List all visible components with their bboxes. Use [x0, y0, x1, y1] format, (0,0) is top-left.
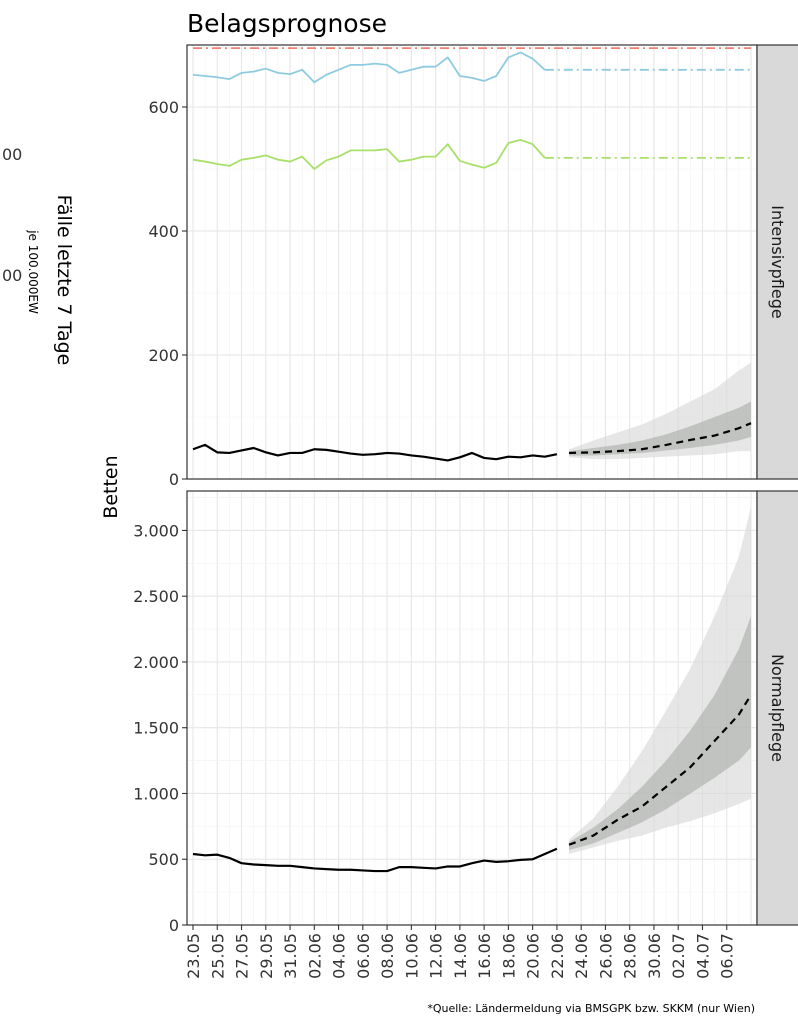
partial-tick-label: 00 [2, 266, 22, 285]
x-tick-label: 04.06 [330, 933, 349, 979]
x-tick-label: 14.06 [451, 933, 470, 979]
y-tick-label: 0 [169, 916, 179, 935]
x-tick-label: 30.06 [645, 933, 664, 979]
y-tick-label: 2.000 [133, 653, 179, 672]
x-tick-label: 25.05 [208, 933, 227, 979]
background-partial-axis-label: 00 00 Fälle letzte 7 Tage je 100.000EW [2, 145, 75, 365]
x-tick-label: 22.06 [548, 933, 567, 979]
x-tick-label: 10.06 [402, 933, 421, 979]
facet-strip-label: Normalpflege [768, 654, 787, 762]
x-tick-label: 29.05 [257, 933, 276, 979]
facet-strip-label: Intensivpflege [768, 205, 787, 318]
x-tick-label: 23.05 [184, 933, 203, 979]
y-axis-label: Betten [100, 455, 122, 518]
x-tick-label: 26.06 [596, 933, 615, 979]
partial-axis-subtitle: je 100.000EW [26, 229, 40, 314]
x-tick-label: 02.06 [305, 933, 324, 979]
y-tick-label: 1.000 [133, 784, 179, 803]
partial-tick-label: 00 [2, 145, 22, 164]
x-tick-label: 20.06 [524, 933, 543, 979]
x-tick-label: 18.06 [499, 933, 518, 979]
x-tick-label: 31.05 [281, 933, 300, 979]
x-tick-label: 28.06 [621, 933, 640, 979]
x-tick-label: 06.06 [354, 933, 373, 979]
y-tick-label: 600 [148, 98, 179, 117]
x-tick-label: 04.07 [693, 933, 712, 979]
panel-intensivpflege: 0 200 400 600 Intensivpflege [148, 45, 798, 489]
y-tick-label: 400 [148, 222, 179, 241]
partial-axis-title: Fälle letzte 7 Tage [53, 195, 75, 366]
x-tick-label: 08.06 [378, 933, 397, 979]
x-axis: 23.05 25.05 27.05 29.05 31.05 02.06 04.06 06.06… [184, 925, 737, 979]
x-tick-label: 27.05 [233, 933, 252, 979]
y-tick-label: 3.000 [133, 521, 179, 540]
x-tick-label: 16.06 [475, 933, 494, 979]
x-tick-label: 24.06 [572, 933, 591, 979]
x-tick-label: 06.07 [718, 933, 737, 979]
source-caption: *Quelle: Ländermeldung via BMSGPK bzw. S… [427, 1002, 755, 1015]
x-tick-label: 12.06 [427, 933, 446, 979]
y-tick-label: 500 [148, 850, 179, 869]
y-tick-label: 1.500 [133, 719, 179, 738]
y-tick-label: 0 [169, 470, 179, 489]
x-tick-label: 02.07 [669, 933, 688, 979]
y-tick-label: 200 [148, 346, 179, 365]
panel-normalpflege: 0 500 1.000 1.500 2.000 2.500 3.000 Normalpfleg… [133, 491, 798, 935]
chart-title: Belagsprognose [187, 9, 387, 38]
y-tick-label: 2.500 [133, 587, 179, 606]
